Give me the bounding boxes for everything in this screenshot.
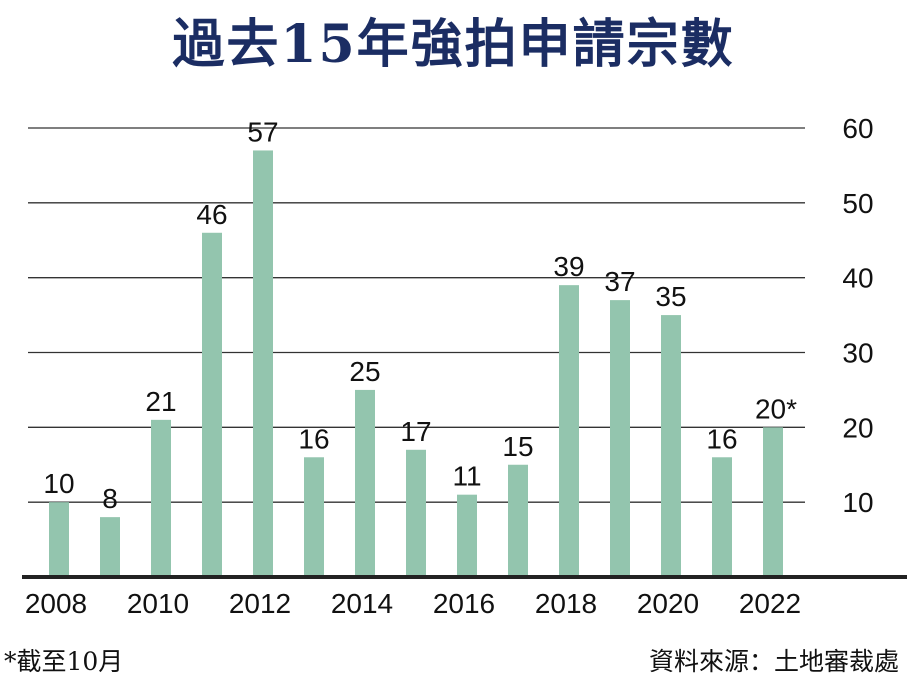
data-label: 17 — [400, 416, 431, 447]
data-label: 10 — [43, 468, 74, 499]
x-tick-label: 2014 — [331, 588, 393, 619]
data-label: 16 — [298, 423, 329, 454]
x-tick-label: 2010 — [127, 588, 189, 619]
x-tick-label: 2020 — [637, 588, 699, 619]
footnote: *截至10月 — [4, 647, 124, 676]
data-label: 39 — [553, 251, 584, 282]
data-label: 57 — [247, 116, 278, 147]
chart-title: 過去15年強拍申請宗數 — [172, 14, 735, 75]
bar — [151, 419, 171, 577]
y-tick-label: 40 — [842, 263, 873, 294]
y-tick-label: 20 — [842, 412, 873, 443]
data-label: 16 — [706, 423, 737, 454]
source-note: 資料來源：土地審裁處 — [648, 647, 899, 676]
bar — [661, 315, 681, 577]
data-label: 25 — [349, 356, 380, 387]
y-tick-label: 30 — [842, 338, 873, 369]
x-tick-label: 2008 — [25, 588, 87, 619]
bar — [406, 449, 426, 577]
bar — [508, 464, 528, 577]
x-tick-label: 2012 — [229, 588, 291, 619]
data-label: 20* — [755, 393, 797, 424]
data-label: 11 — [452, 461, 481, 492]
bar — [202, 232, 222, 577]
y-tick-label: 50 — [842, 188, 873, 219]
bar — [49, 502, 69, 577]
data-label: 21 — [145, 386, 176, 417]
x-tick-label: 2022 — [739, 588, 801, 619]
bar — [712, 457, 732, 577]
bar — [610, 300, 630, 577]
data-label: 8 — [102, 483, 118, 514]
data-label: 35 — [655, 281, 686, 312]
bar — [763, 427, 783, 577]
bar — [457, 494, 477, 577]
bar — [559, 285, 579, 577]
bar — [100, 517, 120, 577]
y-tick-label: 10 — [842, 487, 873, 518]
data-label: 15 — [502, 431, 533, 462]
bar — [355, 389, 375, 577]
x-tick-label: 2016 — [433, 588, 495, 619]
data-label: 37 — [604, 266, 635, 297]
x-tick-label: 2018 — [535, 588, 597, 619]
data-label: 46 — [196, 199, 227, 230]
bar — [304, 457, 324, 577]
y-tick-label: 60 — [842, 113, 873, 144]
bar — [253, 150, 273, 577]
